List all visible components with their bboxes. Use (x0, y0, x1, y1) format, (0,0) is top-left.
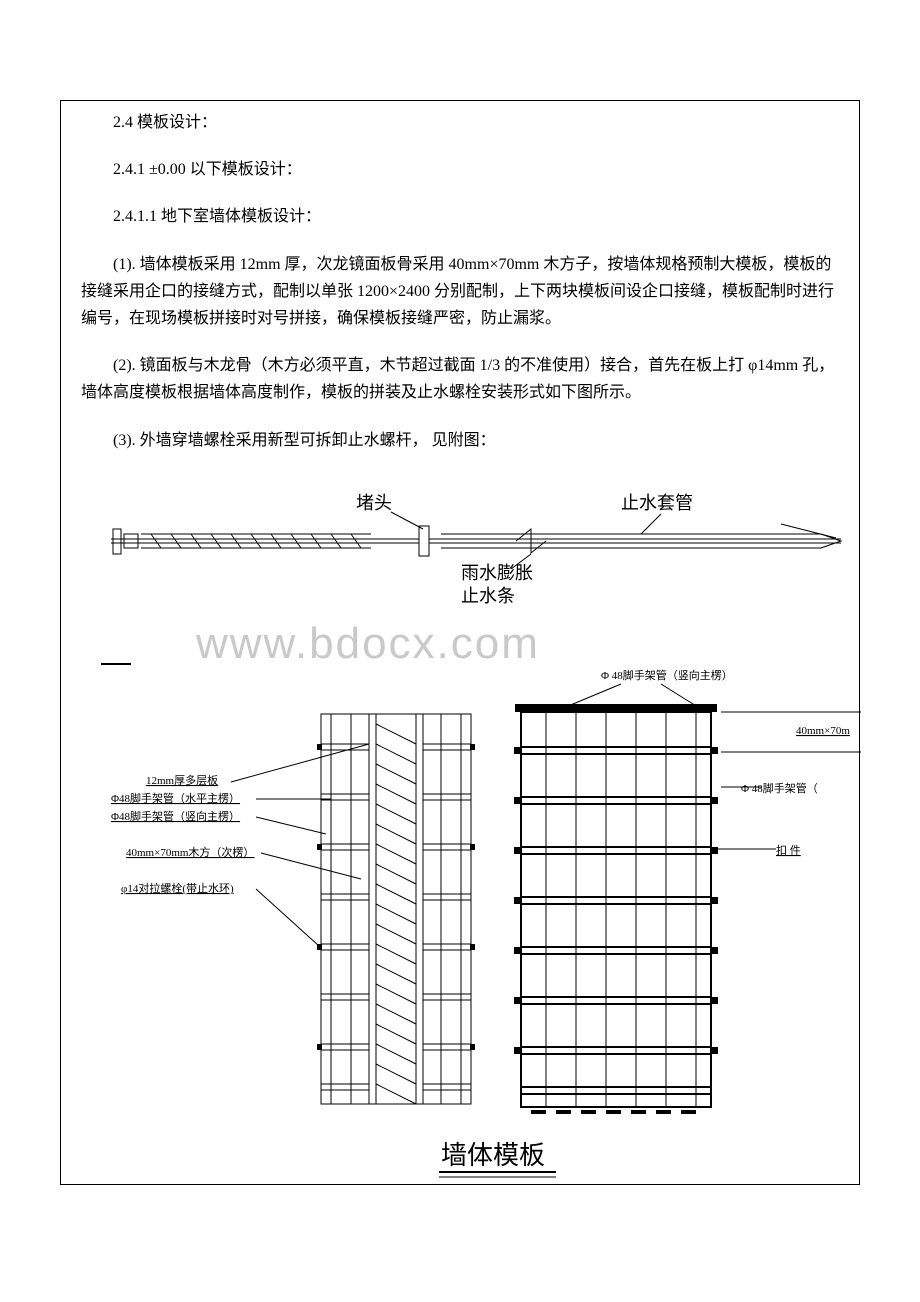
page: 2.4 模板设计： 2.4.1 ±0.00 以下模板设计： 2.4.1.1 地下… (0, 0, 920, 1265)
label-l2: Φ48脚手架管（水平主楞） (111, 791, 240, 805)
label-sleeve: 止水套管 (621, 493, 693, 513)
text-area: 2.4 模板设计： 2.4.1 ±0.00 以下模板设计： 2.4.1.1 地下… (61, 101, 859, 484)
label-strip: 止水条 (461, 586, 515, 606)
paragraph-1: (1). 墙体模板采用 12mm 厚，次龙镜面板骨采用 40mm×70mm 木方… (81, 251, 839, 333)
label-l5: φ14对拉螺栓(带止水环) (121, 881, 234, 895)
diagram-title: 墙体模板 (441, 1141, 545, 1170)
label-l3: Φ48脚手架管（竖向主楞） (111, 809, 240, 823)
diagram-area: www.bdocx.com (61, 484, 859, 1184)
content-box: 2.4 模板设计： 2.4.1 ±0.00 以下模板设计： 2.4.1.1 地下… (60, 100, 860, 1185)
label-r3: Φ 48脚手架管（ (741, 781, 818, 795)
bolt-diagram: 堵头 止水套管 雨水膨胀 止水条 (111, 493, 841, 606)
paragraph-2: (2). 镜面板与木龙骨（木方必须平直，木节超过截面 1/3 的不准使用）接合，… (81, 352, 839, 406)
label-plug: 堵头 (356, 493, 392, 513)
section-heading-3: 2.4.1.1 地下室墙体模板设计： (81, 203, 839, 230)
label-r2: 40mm×70m (796, 725, 850, 737)
section-heading-2: 2.4.1 ±0.00 以下模板设计： (81, 156, 839, 183)
diagram-svg: 堵头 止水套管 雨水膨胀 止水条 (61, 484, 861, 1184)
label-l4: 40mm×70mm木方（次楞） (126, 845, 254, 859)
label-l1: 12mm厚多层板 (146, 773, 218, 787)
label-rain: 雨水膨胀 (461, 563, 533, 583)
label-r1: Φ 48脚手架管（竖向主楞） (601, 668, 733, 682)
label-r4: 扣 件 (776, 843, 801, 857)
paragraph-3: (3). 外墙穿墙螺栓采用新型可拆卸止水螺杆， 见附图： (81, 427, 839, 454)
section-heading-1: 2.4 模板设计： (81, 109, 839, 136)
formwork-elevations: 12mm厚多层板 Φ48脚手架管（水平主楞） Φ48脚手架管（竖向主楞） 40m… (111, 668, 861, 1177)
